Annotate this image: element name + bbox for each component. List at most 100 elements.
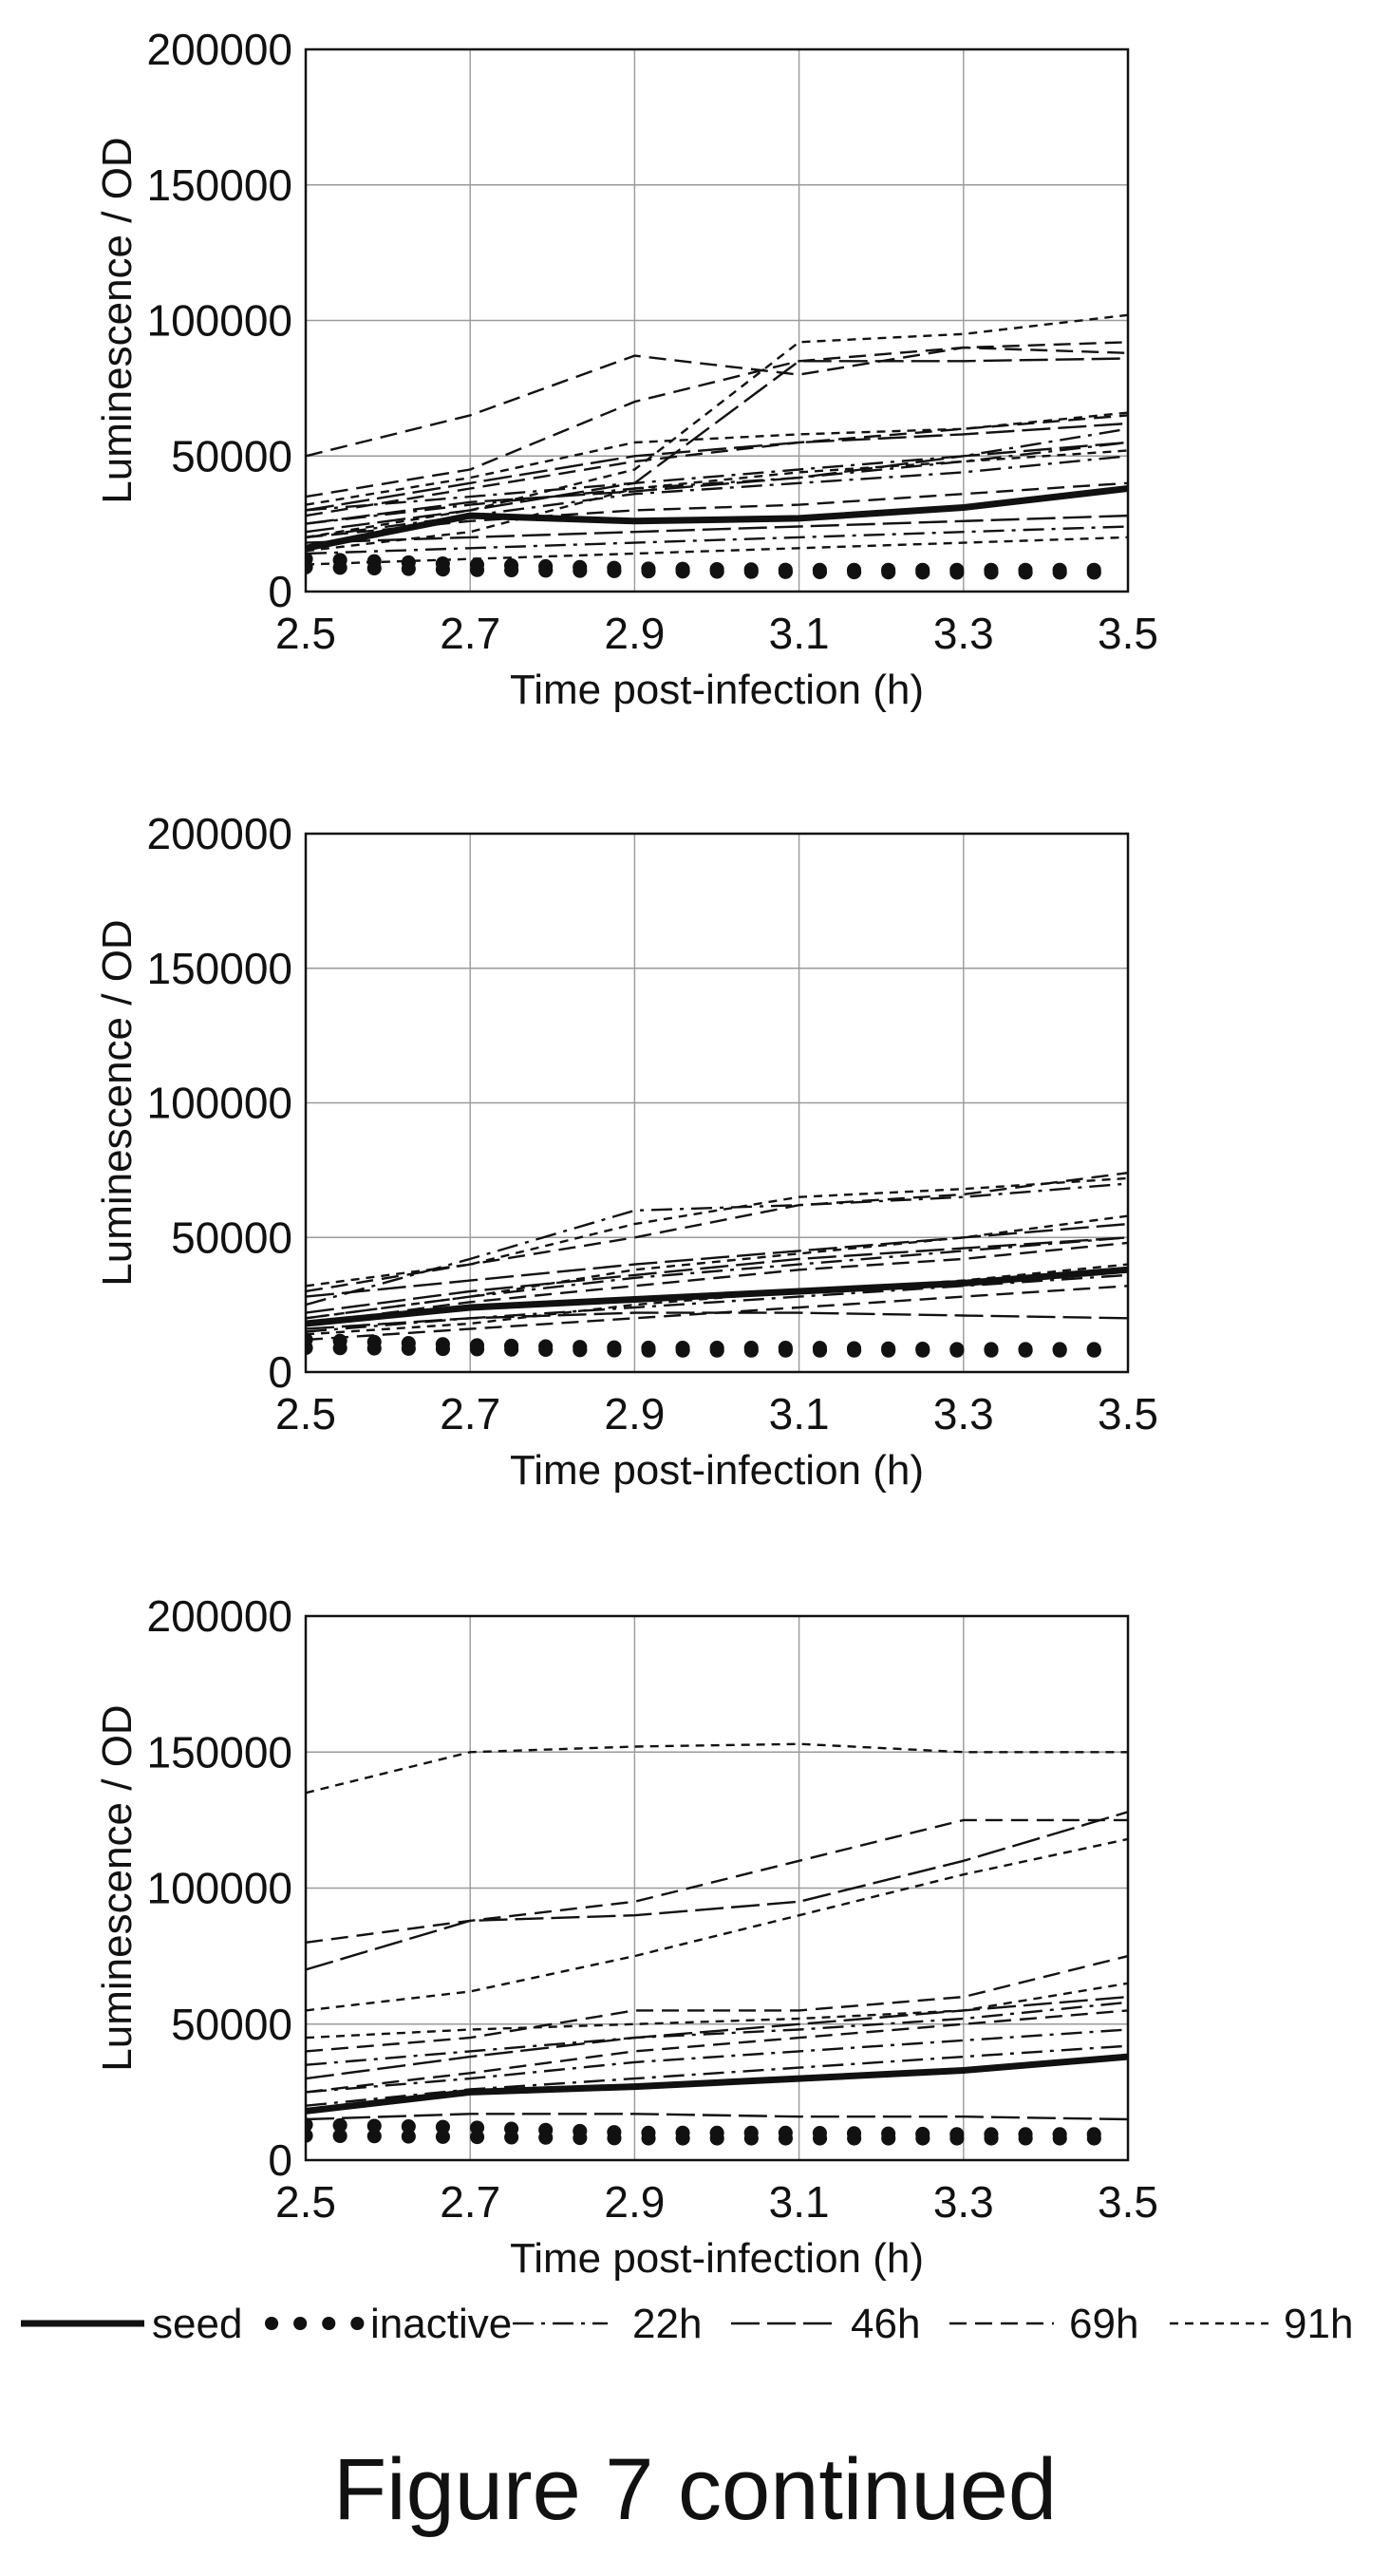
- series-line-69h: [306, 1285, 1128, 1342]
- series-line-91h: [306, 1176, 1128, 1288]
- series-line-69h: [306, 1818, 1128, 1944]
- series-line-46h: [306, 1995, 1128, 2080]
- legend-label: inactive: [370, 2301, 512, 2347]
- series-line-46h: [306, 2113, 1128, 2121]
- legend-label: 46h: [851, 2301, 920, 2347]
- series-line-inactive: [306, 2128, 1128, 2146]
- legend-item-22h: 22h: [513, 2301, 702, 2347]
- series-line-91h: [306, 1742, 1128, 1795]
- y-tick-label: 100000: [147, 296, 293, 346]
- series-line-46h: [306, 1236, 1128, 1314]
- legend-item-46h: 46h: [731, 2301, 920, 2347]
- x-tick-label: 2.5: [275, 2177, 336, 2227]
- series-line-46h: [306, 422, 1128, 512]
- x-tick-label: 3.1: [769, 2177, 830, 2227]
- y-tick-label: 200000: [147, 1591, 293, 1641]
- figure-caption: Figure 7 continued: [332, 2441, 1058, 2538]
- x-tick-label: 3.5: [1098, 609, 1158, 658]
- y-tick-label: 0: [268, 2135, 292, 2185]
- legend-label: 22h: [632, 2301, 702, 2347]
- series-line-91h: [306, 1214, 1128, 1320]
- series-line-seed: [306, 2053, 1128, 2115]
- y-tick-label: 50000: [171, 431, 292, 480]
- y-tick-label: 150000: [147, 160, 293, 210]
- series-line-69h: [306, 414, 1128, 517]
- series-line-22h: [306, 2044, 1128, 2107]
- y-tick-label: 100000: [147, 1079, 293, 1128]
- series-line-22h: [306, 2001, 1128, 2066]
- x-axis-label: Time post-infection (h): [510, 1447, 924, 1494]
- chart-panel-3: 0 50000 100000 150000 200000 2.5 2.7 2.9 3.1 3.3 3…: [94, 1591, 1158, 2282]
- x-tick-label: 3.5: [1098, 2177, 1158, 2227]
- series-line-22h: [306, 2028, 1128, 2094]
- y-tick-label: 0: [268, 1347, 292, 1397]
- x-tick-label: 2.9: [604, 1389, 665, 1438]
- series-line-seed: [306, 485, 1128, 552]
- plot-frame: [304, 1614, 1130, 2162]
- series-group: [306, 1742, 1128, 2146]
- legend-label: seed: [152, 2301, 242, 2347]
- series-line-46h: [306, 1811, 1128, 1971]
- x-axis-label: Time post-infection (h): [510, 667, 924, 713]
- series-line-69h: [306, 1241, 1128, 1326]
- x-tick-label: 3.3: [933, 609, 994, 658]
- plot-frame: [304, 832, 1130, 1374]
- x-tick-label: 3.1: [769, 609, 830, 658]
- series-line-22h: [306, 1273, 1128, 1333]
- series-line-22h: [306, 1182, 1128, 1307]
- y-axis-label: Luminescence / OD: [94, 919, 141, 1286]
- x-tick-label: 2.9: [604, 2177, 665, 2227]
- series-line-46h: [306, 1222, 1128, 1298]
- series-line-91h: [306, 411, 1128, 506]
- series-line-46h: [306, 357, 1128, 534]
- x-tick-label: 3.1: [769, 1389, 830, 1438]
- x-tick-label: 3.3: [933, 2177, 994, 2227]
- legend-item-91h: 91h: [1170, 2301, 1353, 2347]
- legend: seed inactive 22h 46h 69h 91h: [21, 2301, 1353, 2347]
- x-tick-label: 2.5: [275, 609, 336, 658]
- series-line-22h: [306, 455, 1128, 539]
- series-group: [306, 313, 1128, 580]
- series-line-inactive: [306, 559, 1128, 580]
- series-line-69h: [306, 2009, 1128, 2094]
- series-line-91h: [306, 536, 1128, 566]
- x-axis-label: Time post-infection (h): [510, 2235, 924, 2282]
- x-tick-label: 2.7: [440, 2177, 500, 2227]
- x-tick-label: 2.9: [604, 609, 665, 658]
- series-line-69h: [306, 481, 1128, 539]
- legend-item-seed: seed: [21, 2301, 242, 2347]
- y-tick-label: 200000: [147, 25, 293, 74]
- y-tick-label: 0: [268, 567, 292, 616]
- series-line-91h: [306, 1982, 1128, 2040]
- x-tick-label: 2.7: [440, 609, 500, 658]
- series-line-22h: [306, 441, 1128, 525]
- series-line-69h: [306, 1954, 1128, 2053]
- series-line-91h: [306, 449, 1128, 553]
- y-tick-label: 150000: [147, 944, 293, 993]
- x-tick-label: 2.7: [440, 1389, 500, 1438]
- series-line-69h: [306, 346, 1128, 458]
- series-line-69h: [306, 341, 1128, 498]
- series-line-91h: [306, 1263, 1128, 1336]
- y-tick-label: 50000: [171, 1213, 292, 1262]
- x-tick-label: 3.5: [1098, 1389, 1158, 1438]
- series-line-22h: [306, 427, 1128, 512]
- legend-item-inactive: inactive: [265, 2301, 512, 2347]
- y-axis-label: Luminescence / OD: [94, 1704, 141, 2071]
- y-tick-label: 50000: [171, 2000, 292, 2049]
- series-line-inactive: [306, 1341, 1128, 1358]
- series-line-46h: [306, 441, 1128, 525]
- chart-panel-2: 0 50000 100000 150000 200000 2.5 2.7 2.9 3.1 3.3 3…: [94, 809, 1158, 1494]
- series-line-46h: [306, 514, 1128, 544]
- x-tick-label: 2.5: [275, 1389, 336, 1438]
- x-tick-label: 3.3: [933, 1389, 994, 1438]
- legend-label: 69h: [1069, 2301, 1138, 2347]
- series-line-22h: [306, 525, 1128, 555]
- chart-panel-1: 0 50000 100000 150000 200000 2.5 2.7 2.9 3.1 3.3 3…: [94, 25, 1158, 713]
- y-axis-label: Luminescence / OD: [94, 137, 141, 503]
- series-line-91h: [306, 1837, 1128, 2012]
- legend-label: 91h: [1284, 2301, 1353, 2347]
- y-tick-label: 100000: [147, 1864, 293, 1913]
- y-tick-label: 150000: [147, 1727, 293, 1777]
